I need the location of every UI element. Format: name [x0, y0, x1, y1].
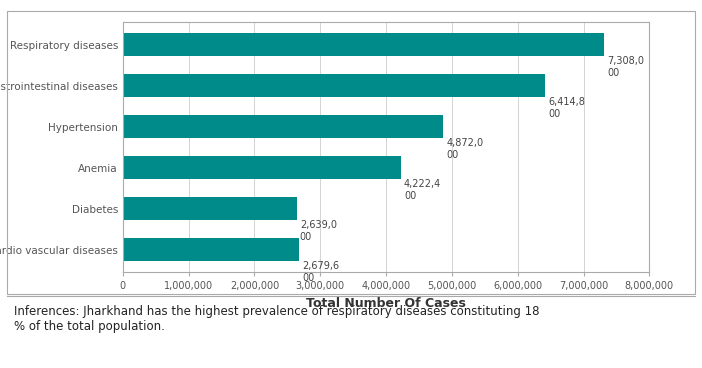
Bar: [123, 156, 401, 179]
Bar: [123, 33, 604, 56]
Bar: [123, 197, 296, 220]
Text: 4,872,0
00: 4,872,0 00: [446, 138, 484, 160]
Text: 4,222,4
00: 4,222,4 00: [404, 179, 442, 201]
Bar: [123, 74, 545, 97]
Text: 6,414,8
00: 6,414,8 00: [548, 97, 585, 118]
Text: 7,308,0
00: 7,308,0 00: [607, 56, 644, 78]
Text: 2,679,6
00: 2,679,6 00: [303, 261, 340, 283]
Bar: [123, 238, 299, 261]
X-axis label: Total Number Of Cases: Total Number Of Cases: [306, 297, 466, 310]
Text: 2,639,0
00: 2,639,0 00: [300, 220, 337, 241]
Text: Inferences: Jharkhand has the highest prevalence of respiratory diseases constit: Inferences: Jharkhand has the highest pr…: [14, 305, 540, 333]
Bar: [123, 116, 444, 138]
